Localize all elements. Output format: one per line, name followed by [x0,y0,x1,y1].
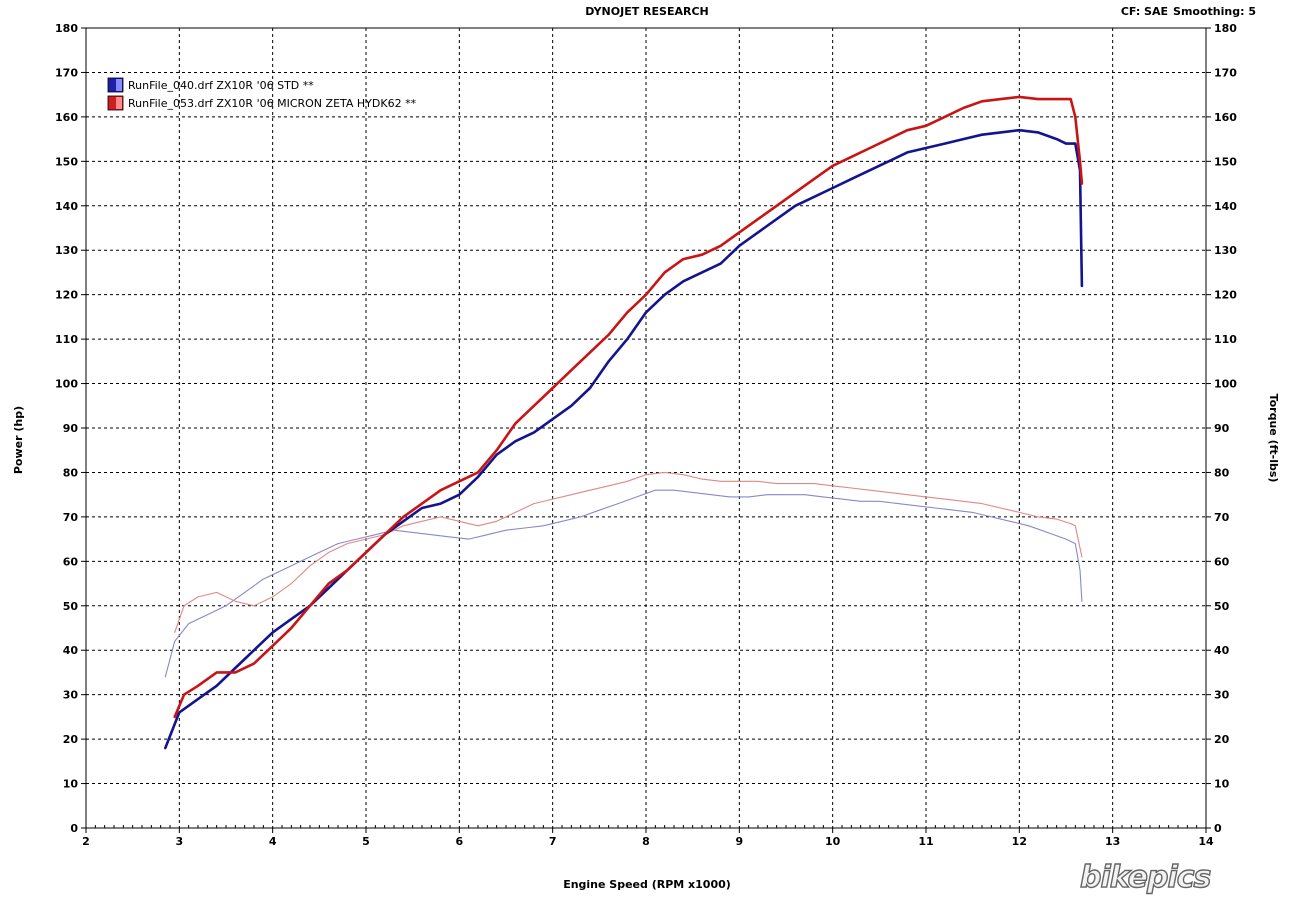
x-tick-label: 2 [82,835,90,848]
y-tick-label: 150 [55,155,78,168]
x-tick-label: 10 [825,835,841,848]
legend: RunFile_040.drf ZX10R '06 STD ** RunFile… [107,77,417,111]
y2-tick-label: 20 [1214,733,1230,746]
power-series-line [173,95,1084,719]
y2-tick-label: 100 [1214,378,1237,391]
x-axis-label: Engine Speed (RPM x1000) [563,878,731,891]
y2-tick-label: 60 [1214,555,1230,568]
legend-swatch-1-highlight [116,79,122,91]
y-tick-label: 120 [55,289,78,302]
legend-label-1: RunFile_040.drf ZX10R '06 STD ** [128,79,314,92]
power-series-line [164,128,1084,750]
smoothing-label: Smoothing: 5 [1173,5,1256,18]
y-tick-label: 40 [63,644,79,657]
y-tick-label: 10 [63,778,79,791]
y-tick-label: 90 [63,422,79,435]
y2-tick-label: 0 [1214,822,1222,835]
y-tick-label: 80 [63,466,79,479]
x-tick-label: 9 [736,835,744,848]
x-tick-label: 3 [176,835,184,848]
y2-tick-label: 130 [1214,244,1237,257]
legend-entry-1[interactable]: RunFile_040.drf ZX10R '06 STD ** [107,77,314,93]
y2-tick-label: 70 [1214,511,1230,524]
y-tick-label: 140 [55,200,78,213]
y-tick-label: 0 [70,822,78,835]
x-tick-label: 13 [1105,835,1120,848]
legend-label-2: RunFile_053.drf ZX10R '06 MICRON ZETA HY… [128,97,417,110]
x-tick-label: 12 [1012,835,1027,848]
y2-tick-label: 90 [1214,422,1230,435]
y2-tick-label: 10 [1214,778,1230,791]
y2-tick-label: 110 [1214,333,1237,346]
y-tick-label: 20 [63,733,79,746]
torque-series-line [164,489,1083,678]
y-tick-label: 110 [55,333,78,346]
y2-tick-label: 170 [1214,66,1237,79]
x-tick-label: 11 [918,835,933,848]
y2-tick-label: 30 [1214,689,1230,702]
x-tick-label: 14 [1198,835,1214,848]
y2-tick-label: 40 [1214,644,1230,657]
y-tick-label: 100 [55,378,78,391]
legend-entry-2[interactable]: RunFile_053.drf ZX10R '06 MICRON ZETA HY… [107,95,417,111]
bikepics-logo: bikepics [1080,860,1211,895]
series-lines [164,95,1084,750]
x-tick-label: 5 [362,835,370,848]
y-tick-label: 170 [55,66,78,79]
legend-swatch-2-highlight [116,97,122,109]
y2-tick-label: 50 [1214,600,1230,613]
y-tick-label: 130 [55,244,78,257]
chart-title: DYNOJET RESEARCH [585,5,708,18]
y-tick-label: 180 [55,22,78,35]
y-tick-label: 30 [63,689,79,702]
y-tick-label: 160 [55,111,78,124]
y2-axis-label: Torque (ft-lbs) [1267,394,1280,483]
x-tick-label: 4 [269,835,277,848]
y-axis-label: Power (hp) [12,406,25,474]
y2-tick-label: 180 [1214,22,1237,35]
y2-tick-label: 140 [1214,200,1237,213]
y2-tick-label: 120 [1214,289,1237,302]
x-tick-label: 6 [456,835,464,848]
y2-tick-label: 150 [1214,155,1237,168]
torque-series-line [174,471,1083,633]
cf-label: CF: SAE [1121,5,1168,18]
y2-tick-label: 160 [1214,111,1237,124]
y-tick-label: 50 [63,600,79,613]
x-tick-label: 7 [549,835,557,848]
y2-tick-label: 80 [1214,466,1230,479]
y-tick-label: 70 [63,511,79,524]
x-tick-label: 8 [642,835,650,848]
y-tick-label: 60 [63,555,79,568]
